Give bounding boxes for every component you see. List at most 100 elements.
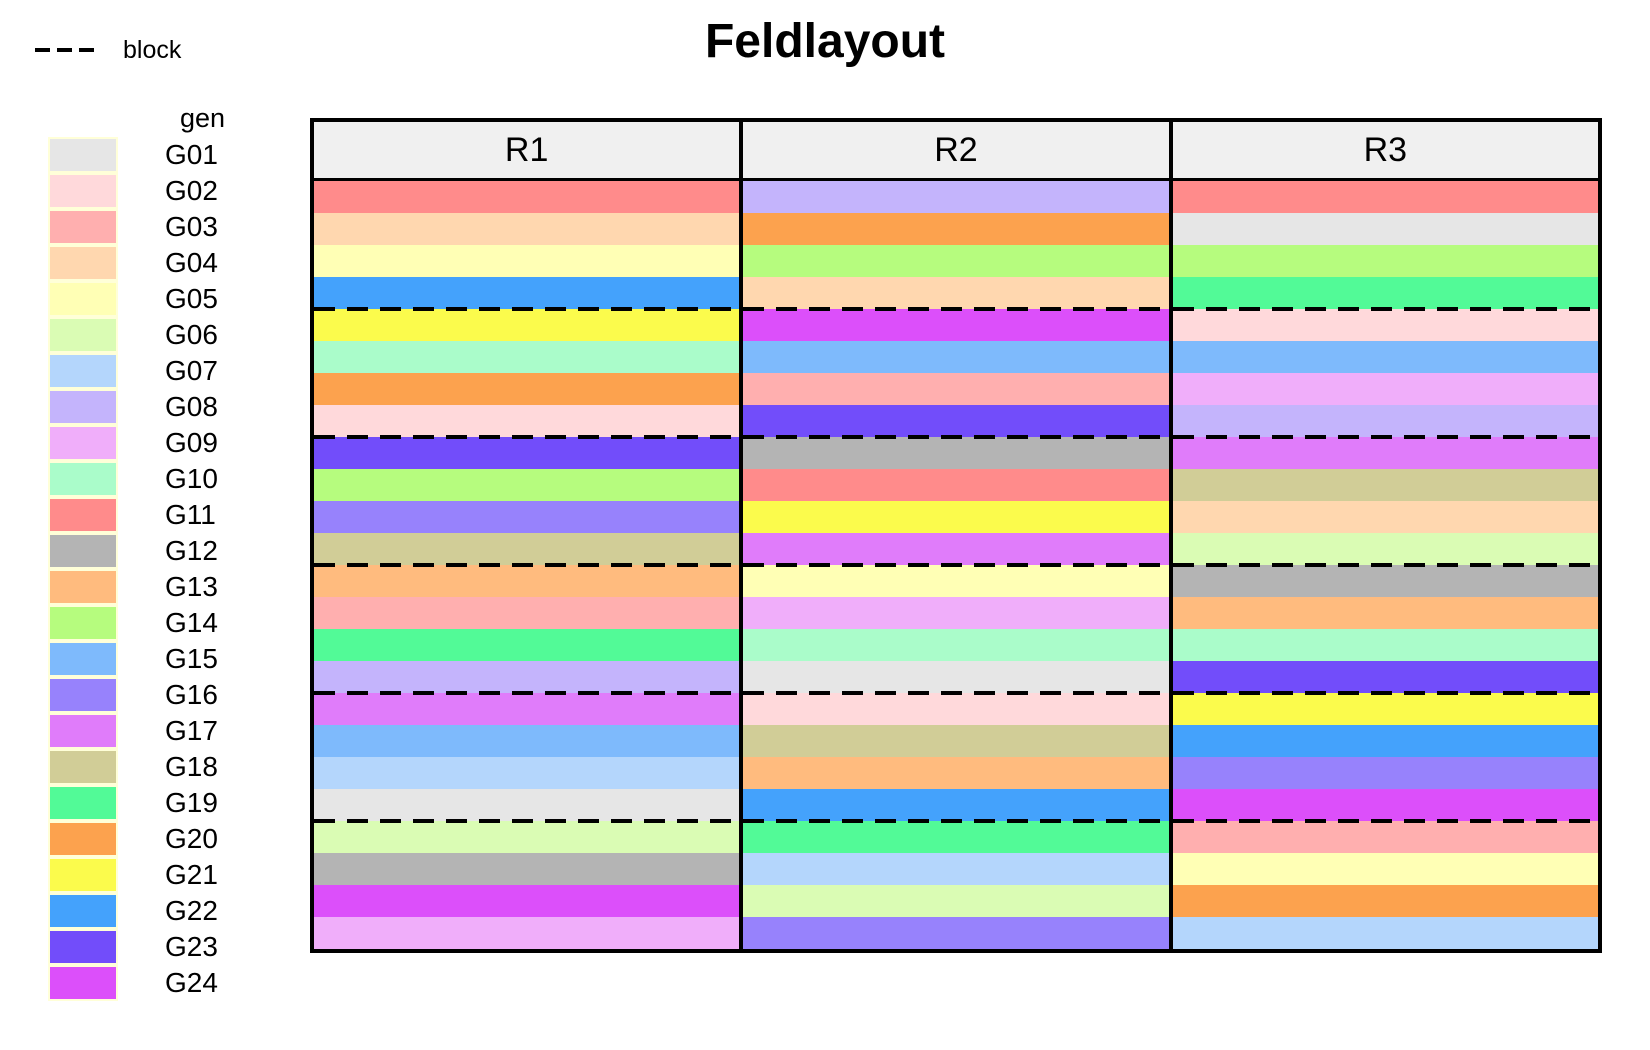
legend-swatch-G15: [48, 641, 118, 677]
plot-R3-row19-G16: [1172, 757, 1598, 789]
column-header-R2: R2: [743, 122, 1169, 181]
legend-item-G12: G12: [48, 533, 240, 569]
legend-swatch-G16: [48, 677, 118, 713]
plot-R3-row23-G20: [1172, 885, 1598, 917]
legend-label-G06: G06: [165, 319, 218, 350]
block-legend: block: [35, 34, 181, 66]
legend-item-G06: G06: [48, 317, 240, 353]
legend-item-G03: G03: [48, 209, 240, 245]
plot-R3-row11-G04: [1172, 501, 1598, 533]
plot-R1-row1-G11: [314, 181, 740, 213]
legend-item-G09: G09: [48, 425, 240, 461]
legend-label-G05: G05: [165, 283, 218, 314]
legend-swatch-G08: [48, 389, 118, 425]
legend-label-G11: G11: [165, 499, 216, 530]
gen-legend-items: G01 G02 G03 G04 G05 G06 G07 G08 G09 G10 G11 G12 G13 G…: [48, 137, 240, 1001]
legend-item-G19: G19: [48, 785, 240, 821]
plot-R1-row22-G12: [314, 853, 740, 885]
legend-item-G23: G23: [48, 929, 240, 965]
legend-label-G01: G01: [165, 139, 218, 170]
legend-label-G14: G14: [165, 607, 218, 638]
legend-swatch-G11: [48, 497, 118, 533]
plot-R3-row6-G15: [1172, 341, 1598, 373]
plot-R3-row1-G11: [1172, 181, 1598, 213]
legend-swatch-G12: [48, 533, 118, 569]
legend-item-G13: G13: [48, 569, 240, 605]
legend-item-G04: G04: [48, 245, 240, 281]
plot-R1-row7-G20: [314, 373, 740, 405]
figure-title: Feldlayout: [704, 15, 946, 68]
legend-swatch-G05: [48, 281, 118, 317]
legend-label-G02: G02: [165, 175, 218, 206]
legend-item-G02: G02: [48, 173, 240, 209]
plot-R3-row2-G01: [1172, 213, 1598, 245]
legend-swatch-G23: [48, 929, 118, 965]
plot-R3-row5-G02: [1172, 309, 1598, 341]
plot-R2-row5-G24: [743, 309, 1169, 341]
legend-item-G21: G21: [48, 857, 240, 893]
plot-R1-row24-G09: [314, 917, 740, 949]
legend-swatch-G07: [48, 353, 118, 389]
plot-R2-row14-G09: [743, 597, 1169, 629]
plot-R1-row5-G21: [314, 309, 740, 341]
plot-R2-row24-G16: [743, 917, 1169, 949]
plot-R1-row14-G03: [314, 597, 740, 629]
column-header-R3: R3: [1172, 122, 1598, 181]
plot-R1-row3-G05: [314, 245, 740, 277]
plot-R2-row10-G11: [743, 469, 1169, 501]
legend-item-G16: G16: [48, 677, 240, 713]
legend-label-G17: G17: [165, 715, 218, 746]
column-header-R1: R1: [314, 122, 740, 181]
legend-item-G10: G10: [48, 461, 240, 497]
plot-R2-row7-G03: [743, 373, 1169, 405]
plot-R2-row3-G14: [743, 245, 1169, 277]
plot-R3-row4-G19: [1172, 277, 1598, 309]
legend-label-G07: G07: [165, 355, 218, 386]
legend-label-G16: G16: [165, 679, 218, 710]
plot-R3-row24-G07: [1172, 917, 1598, 949]
legend-swatch-G22: [48, 893, 118, 929]
plot-R2-row20-G22: [743, 789, 1169, 821]
legend-item-G14: G14: [48, 605, 240, 641]
legend-swatch-G01: [48, 137, 118, 173]
plot-R1-row6-G10: [314, 341, 740, 373]
plot-R2-row22-G07: [743, 853, 1169, 885]
legend-swatch-G03: [48, 209, 118, 245]
legend-item-G24: G24: [48, 965, 240, 1001]
plot-R1-row8-G02: [314, 405, 740, 437]
legend-swatch-G10: [48, 461, 118, 497]
legend-swatch-G24: [48, 965, 118, 1001]
plot-R1-row16-G08: [314, 661, 740, 693]
plot-R1-row2-G04: [314, 213, 740, 245]
plot-R3-row12-G06: [1172, 533, 1598, 565]
plot-R2-row21-G19: [743, 821, 1169, 853]
legend-item-G08: G08: [48, 389, 240, 425]
plot-R1-row23-G24: [314, 885, 740, 917]
legend-label-G24: G24: [165, 967, 218, 998]
legend-label-G04: G04: [165, 247, 218, 278]
plot-R2-row8-G23: [743, 405, 1169, 437]
legend-item-G01: G01: [48, 137, 240, 173]
column-body-R3: [1172, 181, 1598, 949]
plot-R3-row14-G13: [1172, 597, 1598, 629]
legend-swatch-G09: [48, 425, 118, 461]
legend-label-G20: G20: [165, 823, 218, 854]
column-body-R1: [314, 181, 740, 949]
legend-swatch-G13: [48, 569, 118, 605]
plot-R2-row6-G15: [743, 341, 1169, 373]
plot-R2-row9-G12: [743, 437, 1169, 469]
plot-R2-row15-G10: [743, 629, 1169, 661]
legend-label-G21: G21: [165, 859, 218, 890]
legend-label-G18: G18: [165, 751, 218, 782]
plot-R3-row13-G12: [1172, 565, 1598, 597]
legend-item-G15: G15: [48, 641, 240, 677]
legend-label-G10: G10: [165, 463, 218, 494]
plot-R3-row22-G05: [1172, 853, 1598, 885]
legend-swatch-G19: [48, 785, 118, 821]
plot-R3-row18-G22: [1172, 725, 1598, 757]
legend-label-G08: G08: [165, 391, 218, 422]
legend-item-G07: G07: [48, 353, 240, 389]
legend-label-G15: G15: [165, 643, 218, 674]
plot-R1-row18-G15: [314, 725, 740, 757]
